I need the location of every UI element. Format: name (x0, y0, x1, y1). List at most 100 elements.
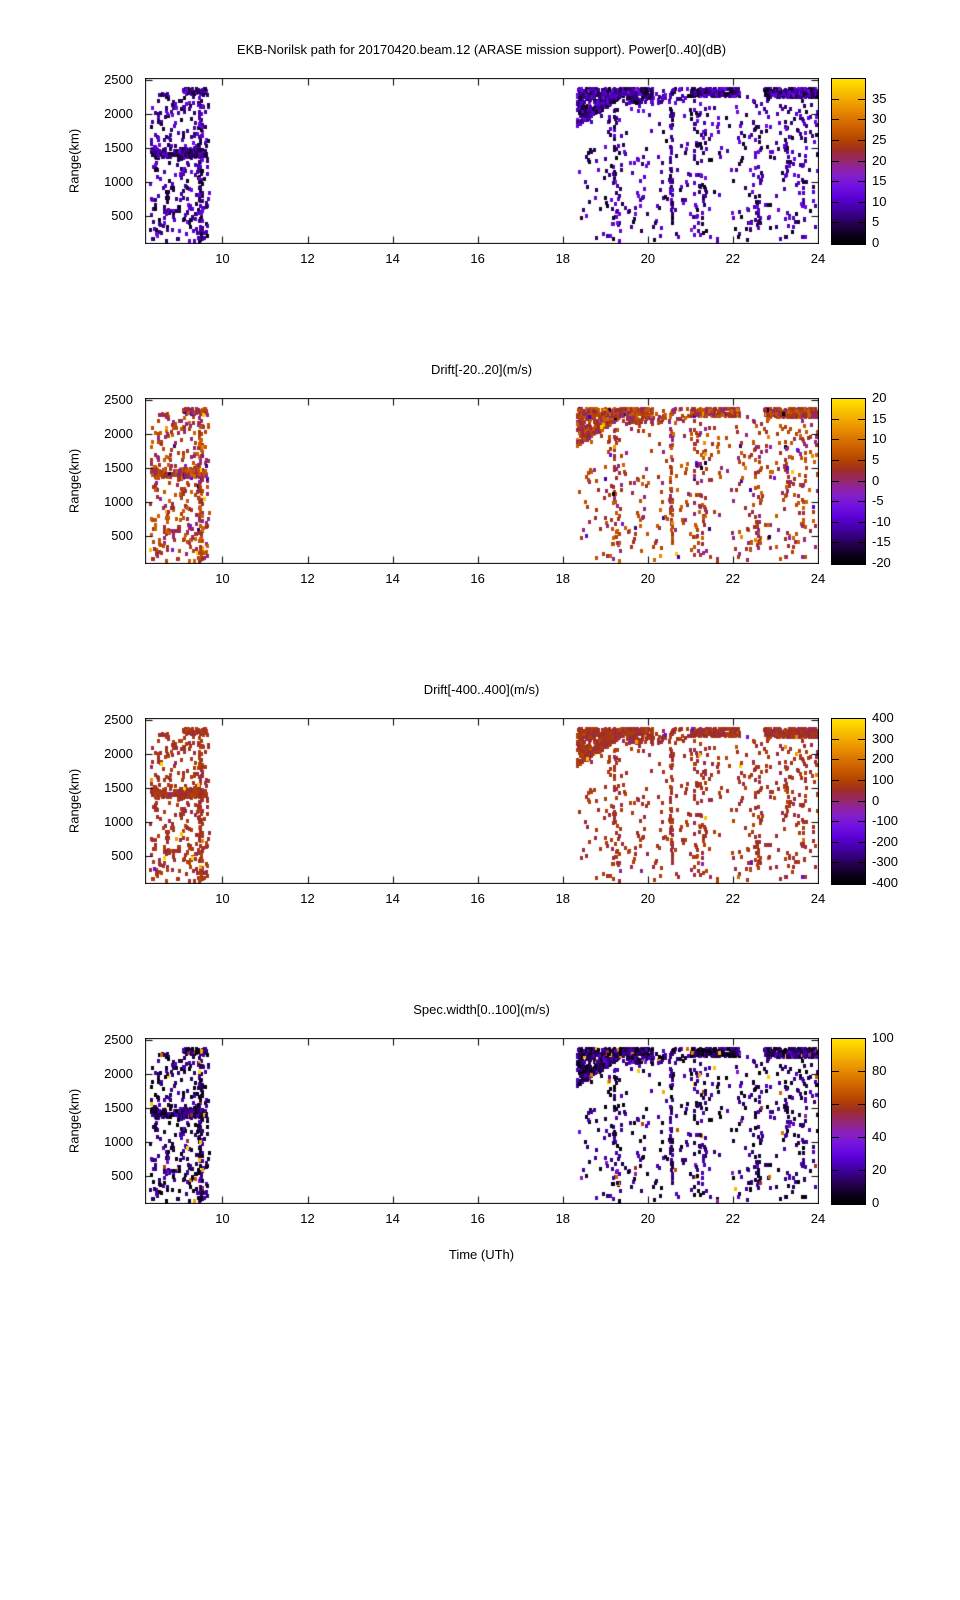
colorbar-tick (858, 99, 865, 100)
x-tick-label: 24 (810, 251, 826, 266)
colorbar-tick (858, 1203, 865, 1204)
colorbar-tick (832, 759, 839, 760)
colorbar-tick (832, 398, 839, 399)
colorbar-tick (832, 842, 839, 843)
x-tick-label: 12 (300, 571, 315, 586)
x-tick-label: 10 (215, 251, 230, 266)
y-tick-label: 2000 (104, 105, 133, 121)
colorbar-tick (832, 222, 839, 223)
colorbar-tick-label: -100 (872, 813, 899, 829)
colorbar-tick-label: 15 (872, 410, 887, 426)
y-tick-label: 2000 (104, 425, 133, 441)
colorbar-tick (832, 243, 839, 244)
panel-1-title: EKB-Norilsk path for 20170420.beam.12 (A… (236, 42, 727, 57)
colorbar-tick (858, 460, 865, 461)
colorbar-tick-label: 15 (872, 173, 887, 189)
colorbar-tick (858, 202, 865, 203)
x-tick-label: 24 (810, 891, 826, 906)
colorbar-tick (858, 140, 865, 141)
panel-2-plot-canvas (145, 398, 819, 564)
colorbar-tick (832, 780, 839, 781)
x-tick-label: 10 (215, 1211, 230, 1226)
colorbar-tick (832, 563, 839, 564)
colorbar-tick-label: 10 (872, 431, 887, 447)
colorbar-tick (858, 862, 865, 863)
colorbar-tick-label: -200 (872, 833, 899, 849)
x-tick-label: 12 (300, 891, 315, 906)
x-tick-label: 22 (725, 571, 741, 586)
colorbar-tick-label: 0 (872, 792, 880, 808)
colorbar-tick (832, 522, 839, 523)
colorbar-tick (858, 842, 865, 843)
colorbar-tick (832, 181, 839, 182)
colorbar-tick (858, 759, 865, 760)
colorbar-tick-label: 200 (872, 751, 894, 767)
x-tick-label: 12 (300, 1211, 315, 1226)
colorbar-tick-label: -5 (872, 493, 884, 509)
y-tick-label: 2500 (104, 1032, 133, 1048)
colorbar-tick-label: 100 (872, 771, 894, 787)
colorbar-tick (858, 222, 865, 223)
colorbar-tick-label: 0 (872, 1195, 880, 1210)
panel-3-title: Drift[-400..400](m/s) (423, 682, 540, 697)
x-tick-label: 18 (555, 1211, 570, 1226)
panel-4-colorbar (831, 1038, 866, 1205)
colorbar-tick-label: 30 (872, 111, 887, 127)
x-tick-label: 24 (810, 1211, 826, 1226)
colorbar-tick-label: 60 (872, 1096, 887, 1111)
colorbar-tick (858, 801, 865, 802)
colorbar-tick (858, 1137, 865, 1138)
colorbar-tick (832, 1071, 839, 1072)
colorbar-tick (832, 862, 839, 863)
colorbar-tick (858, 780, 865, 781)
colorbar-tick (832, 1038, 839, 1039)
colorbar-tick-label: 20 (872, 1162, 887, 1177)
y-tick-label: 500 (111, 527, 133, 543)
x-tick-label: 16 (470, 571, 485, 586)
x-tick-label: 22 (725, 891, 741, 906)
y-tick-label: 1500 (104, 779, 133, 795)
colorbar-tick-label: -10 (872, 513, 891, 529)
colorbar-tick (832, 739, 839, 740)
x-tick-label: 20 (640, 571, 656, 586)
x-tick-label: 14 (385, 891, 400, 906)
colorbar-tick (858, 119, 865, 120)
colorbar-tick-label: 35 (872, 90, 887, 106)
colorbar-tick (832, 119, 839, 120)
colorbar-tick (858, 481, 865, 482)
panel-2-title: Drift[-20..20](m/s) (430, 362, 533, 377)
colorbar-tick (858, 181, 865, 182)
y-tick-label: 2500 (104, 72, 133, 88)
colorbar-tick (832, 821, 839, 822)
colorbar-tick (858, 1170, 865, 1171)
colorbar-tick-label: 0 (872, 235, 880, 250)
x-tick-label: 14 (385, 571, 400, 586)
colorbar-tick (858, 1071, 865, 1072)
colorbar-tick (832, 419, 839, 420)
colorbar-tick (858, 243, 865, 244)
colorbar-tick-label: 40 (872, 1129, 887, 1144)
x-tick-label: 10 (215, 891, 230, 906)
y-tick-label: 1000 (104, 1133, 133, 1149)
colorbar-tick (832, 718, 839, 719)
colorbar-tick (858, 883, 865, 884)
colorbar-tick-label: -400 (872, 875, 899, 890)
colorbar-tick (832, 439, 839, 440)
colorbar-tick (832, 1137, 839, 1138)
y-tick-label: 500 (111, 847, 133, 863)
x-tick-label: 14 (385, 251, 400, 266)
x-tick-label: 14 (385, 1211, 400, 1226)
x-tick-label: 22 (725, 1211, 741, 1226)
colorbar-tick (832, 883, 839, 884)
colorbar-tick (858, 1038, 865, 1039)
colorbar-tick (858, 439, 865, 440)
colorbar-tick-label: -300 (872, 854, 899, 870)
colorbar-tick (832, 140, 839, 141)
x-tick-label: 16 (470, 891, 485, 906)
colorbar-tick (858, 161, 865, 162)
x-tick-label: 18 (555, 571, 570, 586)
colorbar-tick (832, 481, 839, 482)
colorbar-tick (832, 542, 839, 543)
colorbar-tick-label: 20 (872, 152, 887, 168)
